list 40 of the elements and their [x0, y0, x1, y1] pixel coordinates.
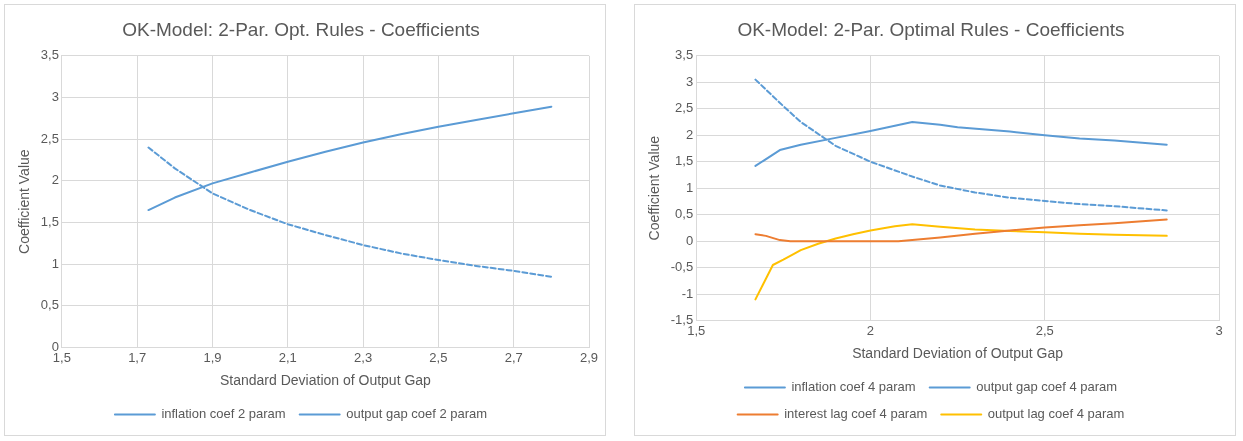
y-tick-label: 1: [685, 179, 694, 195]
legend-label: interest lag coef 4 param: [784, 406, 928, 422]
y-tick-label: 2,5: [675, 100, 694, 116]
legend-label: inflation coef 2 param: [161, 406, 286, 422]
y-tick-label: 0,5: [40, 297, 59, 313]
y-tick-label: 1,5: [40, 214, 59, 230]
x-tick-label: 2,9: [579, 349, 599, 365]
x-tick-label: 2: [866, 322, 875, 338]
y-axis-title: Coefficient Value: [646, 135, 663, 241]
legend-label: output lag coef 4 param: [987, 406, 1125, 422]
y-axis-title: Coefficient Value: [16, 149, 33, 254]
y-tick-label: 2,5: [40, 130, 59, 146]
x-tick-label: 2,3: [354, 349, 373, 365]
y-tick-label: 3,5: [675, 47, 694, 63]
y-tick-label: 2: [685, 126, 694, 142]
x-tick-label: 2,5: [429, 349, 448, 365]
x-tick-label: 3: [1215, 322, 1223, 338]
x-tick-label: 1,9: [203, 349, 222, 365]
chart-title: OK-Model: 2-Par. Optimal Rules - Coefficients: [737, 18, 1125, 40]
y-tick-label: -0,5: [670, 259, 694, 275]
y-tick-label: 3,5: [40, 47, 59, 63]
legend-label: output gap coef 4 param: [976, 379, 1118, 395]
y-tick-label: 3: [51, 89, 59, 105]
y-tick-label: 2: [51, 172, 59, 188]
y-tick-label: -1: [681, 285, 694, 301]
x-axis-title: Standard Deviation of Output Gap: [852, 345, 1064, 362]
y-tick-label: 3: [685, 73, 694, 89]
x-tick-label: 2,1: [278, 349, 297, 365]
line-series: [754, 78, 1168, 212]
x-tick-label: 1,7: [128, 349, 147, 365]
x-axis-title: Standard Deviation of Output Gap: [219, 372, 432, 389]
y-tick-label: 1: [51, 255, 59, 271]
legend-label: output gap coef 2 param: [346, 406, 488, 422]
y-tick-label: 1,5: [675, 153, 694, 169]
x-tick-label: 2,7: [504, 349, 523, 365]
chart-title: OK-Model: 2-Par. Opt. Rules - Coefficients: [122, 18, 480, 40]
x-tick-label: 2,5: [1035, 322, 1054, 338]
y-tick-label: 0,5: [675, 206, 694, 222]
y-tick-label: 0: [685, 232, 694, 248]
legend-label: inflation coef 4 param: [791, 379, 916, 395]
